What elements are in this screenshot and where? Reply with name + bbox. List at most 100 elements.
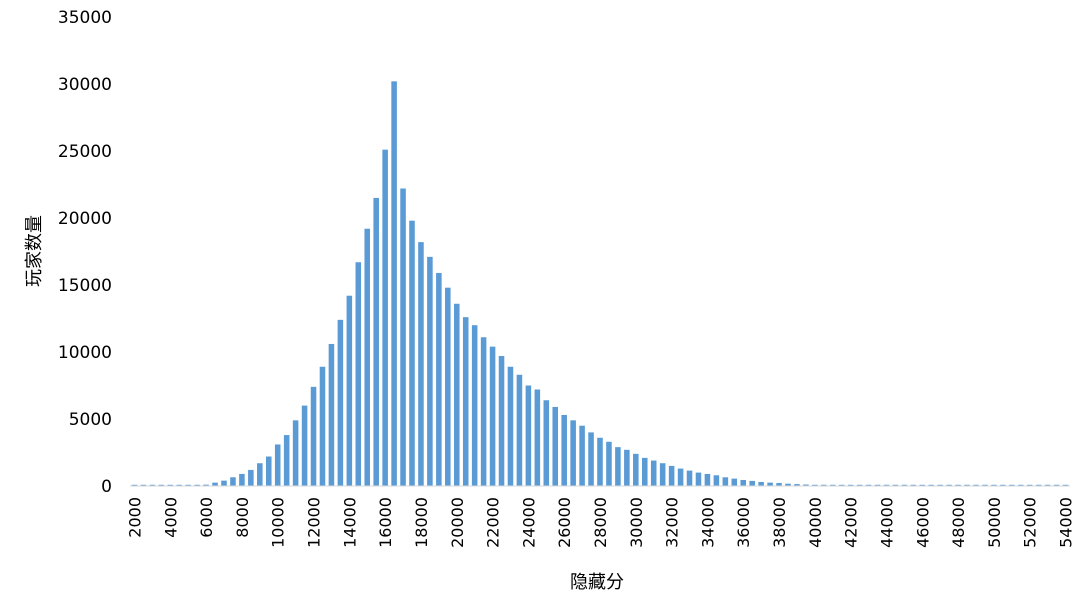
bar xyxy=(230,477,236,486)
x-tick-label: 2000 xyxy=(126,497,145,538)
bar xyxy=(865,484,872,486)
bar xyxy=(194,484,200,486)
bar xyxy=(257,463,263,486)
x-tick-label: 42000 xyxy=(842,497,861,548)
bar xyxy=(803,484,809,486)
bar xyxy=(498,356,505,486)
bar xyxy=(516,374,523,486)
bar xyxy=(525,385,532,486)
x-tick-label: 48000 xyxy=(949,497,968,548)
bar xyxy=(650,460,657,486)
bar xyxy=(686,470,693,486)
x-tick-label: 20000 xyxy=(448,497,467,548)
bar xyxy=(1035,484,1042,486)
bar xyxy=(677,468,684,486)
x-tick-labels: 2000 4000 6000 8000 10000 12000 14000 16000 1800… xyxy=(126,497,1076,548)
bar xyxy=(346,295,353,486)
bar xyxy=(427,256,433,486)
bar xyxy=(131,484,138,486)
bar xyxy=(812,484,818,486)
bar xyxy=(337,319,344,486)
bar xyxy=(418,242,424,486)
y-tick-label: 0 xyxy=(101,477,112,497)
y-tick-label: 15000 xyxy=(58,276,112,296)
bars-group xyxy=(131,81,1069,486)
x-tick-label: 26000 xyxy=(555,497,574,548)
bar xyxy=(624,449,630,486)
bar xyxy=(248,469,254,486)
bar xyxy=(570,420,576,486)
bar xyxy=(212,482,218,486)
bar xyxy=(964,484,970,486)
bar xyxy=(641,457,648,486)
bar xyxy=(704,473,711,486)
y-tick-label: 35000 xyxy=(58,8,112,28)
bar xyxy=(856,484,863,486)
bar xyxy=(140,484,147,486)
bar xyxy=(874,484,881,486)
bar xyxy=(722,477,729,486)
x-tick-label: 22000 xyxy=(484,497,503,548)
bar xyxy=(695,472,702,486)
x-tick-label: 36000 xyxy=(734,497,753,548)
bar xyxy=(776,483,782,486)
x-axis-title: 隐藏分 xyxy=(570,572,624,593)
y-tick-labels: 0 5000 10000 15000 20000 25000 30000 35000 xyxy=(58,8,112,497)
bar xyxy=(453,303,460,486)
bar xyxy=(265,456,272,486)
bar xyxy=(955,484,961,486)
bar xyxy=(364,228,371,486)
bar xyxy=(883,484,890,486)
bar xyxy=(283,435,290,486)
bar xyxy=(794,484,800,486)
bar xyxy=(579,425,585,486)
bar xyxy=(274,444,281,486)
bar xyxy=(749,480,755,486)
bar xyxy=(436,272,442,486)
bar xyxy=(597,437,603,486)
x-tick-label: 18000 xyxy=(412,497,431,548)
bar xyxy=(471,325,478,486)
y-tick-label: 10000 xyxy=(58,343,112,363)
bar xyxy=(919,484,926,486)
x-tick-label: 14000 xyxy=(340,497,359,548)
bar xyxy=(310,386,317,486)
bar xyxy=(982,484,988,486)
bar xyxy=(221,480,227,486)
bar xyxy=(462,317,469,486)
x-tick-label: 54000 xyxy=(1057,497,1076,548)
bar xyxy=(1017,484,1024,486)
bar xyxy=(185,484,191,486)
bar xyxy=(507,366,514,486)
bar xyxy=(552,406,559,486)
bar xyxy=(946,484,952,486)
x-tick-label: 16000 xyxy=(376,497,395,548)
bar xyxy=(821,484,827,486)
bar xyxy=(176,484,183,486)
bar xyxy=(1009,484,1015,486)
bar xyxy=(767,482,773,486)
bar xyxy=(391,81,397,486)
bar xyxy=(910,484,917,486)
bar xyxy=(785,483,791,486)
bar xyxy=(149,484,156,486)
bar xyxy=(1026,484,1033,486)
bar xyxy=(713,475,720,486)
bar xyxy=(203,484,209,486)
bar xyxy=(1000,484,1006,486)
bar xyxy=(561,414,567,486)
x-tick-label: 44000 xyxy=(878,497,897,548)
bar xyxy=(901,484,908,486)
bar xyxy=(1053,484,1060,486)
bar xyxy=(615,447,621,486)
bar xyxy=(382,149,388,486)
bar xyxy=(301,405,308,486)
x-tick-label: 52000 xyxy=(1021,497,1040,548)
bar xyxy=(292,420,299,486)
bar xyxy=(480,337,487,486)
bar xyxy=(606,441,612,486)
x-tick-label: 40000 xyxy=(806,497,825,548)
x-tick-label: 38000 xyxy=(770,497,789,548)
